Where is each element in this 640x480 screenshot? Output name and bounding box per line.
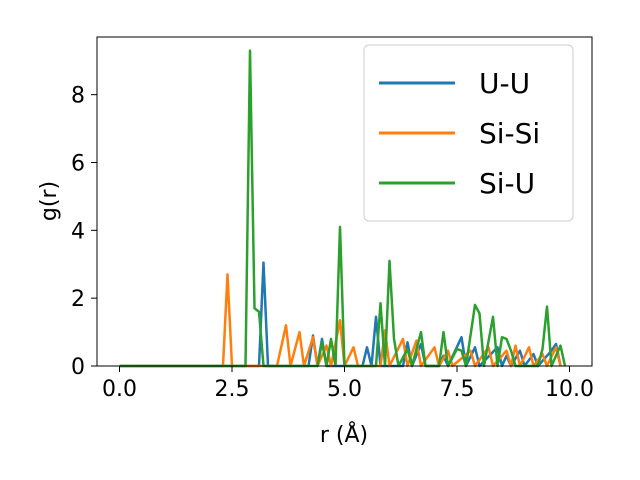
legend-label-si-u: Si-U (479, 167, 535, 200)
y-tick-label: 4 (71, 219, 85, 244)
x-tick-label: 2.5 (215, 377, 250, 402)
series-line-si-u (119, 49, 567, 368)
x-axis-title: r (Å) (320, 421, 368, 448)
y-tick-label: 0 (71, 355, 85, 380)
legend-label-si-si: Si-Si (479, 117, 540, 150)
y-tick-label: 6 (71, 151, 85, 176)
x-tick-label: 0.0 (102, 377, 137, 402)
x-tick-label: 7.5 (440, 377, 475, 402)
y-axis-ticks: 0 2 4 6 8 (71, 84, 97, 380)
legend-label-u-u: U-U (479, 67, 530, 100)
x-tick-label: 5.0 (327, 377, 362, 402)
x-axis-ticks: 0.0 2.5 5.0 7.5 10.0 (102, 366, 594, 402)
legend-box (363, 44, 574, 222)
y-tick-label: 2 (71, 287, 85, 312)
y-tick-label: 8 (71, 84, 85, 109)
x-tick-label: 10.0 (545, 377, 594, 402)
legend: U-U Si-Si Si-U (363, 44, 574, 222)
series-line-u-u (119, 261, 562, 368)
y-axis-title: g(r) (37, 181, 62, 221)
